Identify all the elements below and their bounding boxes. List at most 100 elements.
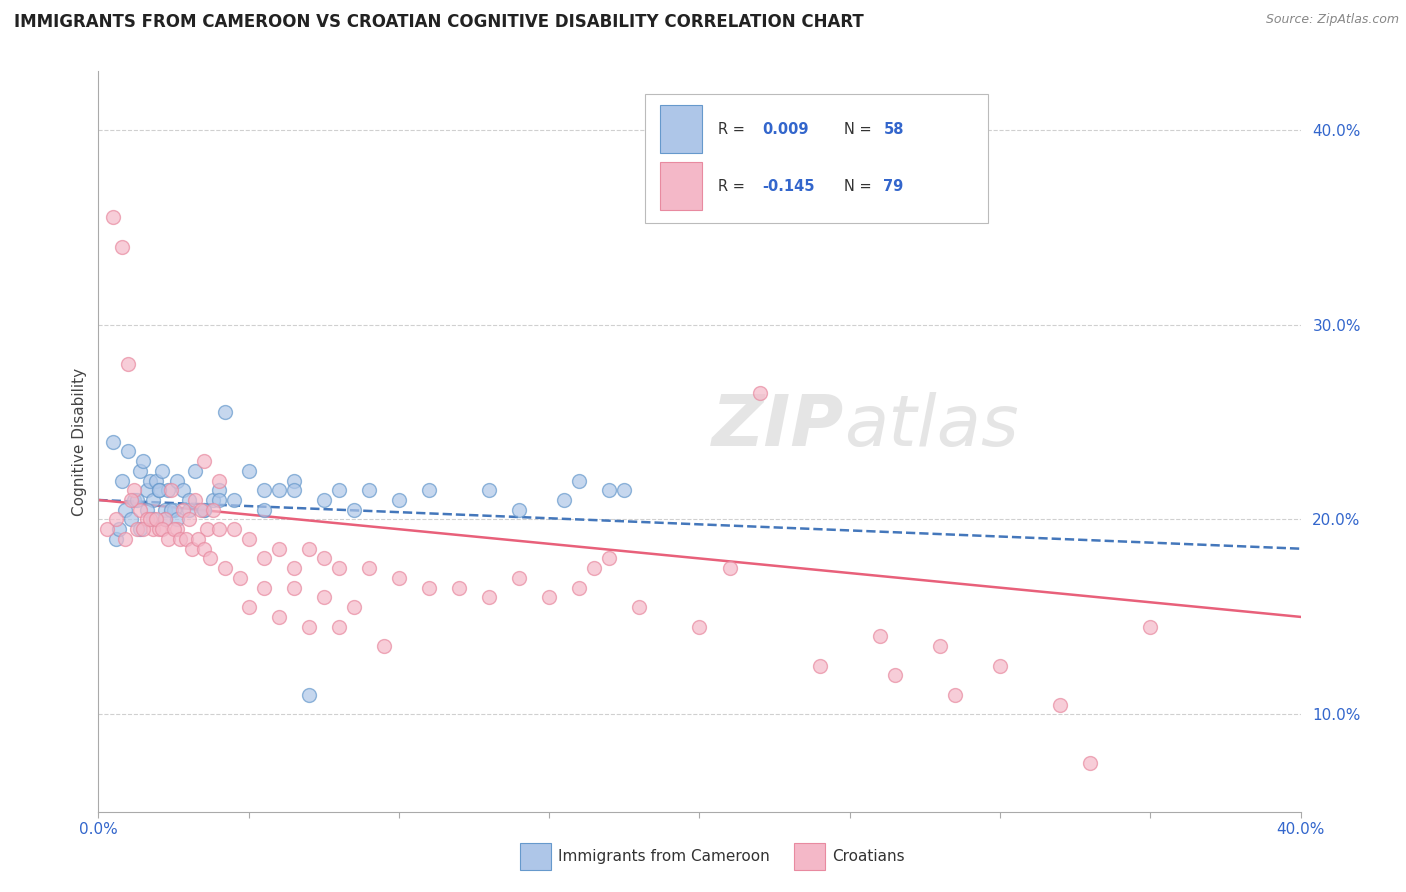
Point	[312, 551, 335, 566]
Point	[538, 591, 561, 605]
Point	[343, 600, 366, 615]
Point	[169, 532, 191, 546]
Text: 58: 58	[883, 121, 904, 136]
Point	[418, 483, 440, 498]
Point	[195, 522, 218, 536]
Point	[105, 532, 128, 546]
Text: -0.145: -0.145	[762, 178, 814, 194]
Point	[114, 502, 136, 516]
Point	[298, 541, 321, 556]
Point	[447, 581, 470, 595]
Point	[108, 522, 131, 536]
Point	[718, 561, 741, 575]
Point	[1139, 619, 1161, 633]
Point	[135, 512, 157, 526]
Text: atlas: atlas	[844, 392, 1018, 461]
Point	[129, 464, 152, 478]
Point	[193, 541, 215, 556]
Point	[132, 454, 155, 468]
Point	[478, 591, 501, 605]
Point	[153, 512, 176, 526]
Point	[283, 474, 305, 488]
Point	[238, 532, 260, 546]
Point	[193, 454, 215, 468]
Point	[187, 532, 209, 546]
Point	[208, 522, 231, 536]
Point	[129, 502, 152, 516]
Point	[96, 522, 118, 536]
Point	[114, 532, 136, 546]
Point	[141, 493, 163, 508]
Point	[357, 483, 380, 498]
Point	[177, 493, 200, 508]
Point	[172, 502, 194, 516]
Point	[283, 483, 305, 498]
Point	[117, 444, 139, 458]
Point	[253, 502, 276, 516]
Text: Source: ZipAtlas.com: Source: ZipAtlas.com	[1265, 13, 1399, 27]
Point	[228, 571, 250, 585]
Point	[214, 561, 236, 575]
Point	[267, 610, 290, 624]
Point	[328, 561, 350, 575]
Point	[283, 581, 305, 595]
Point	[183, 464, 205, 478]
Point	[135, 483, 157, 498]
Point	[688, 619, 710, 633]
Point	[808, 658, 831, 673]
Point	[103, 434, 125, 449]
Point	[135, 502, 157, 516]
Point	[508, 502, 530, 516]
Text: IMMIGRANTS FROM CAMEROON VS CROATIAN COGNITIVE DISABILITY CORRELATION CHART: IMMIGRANTS FROM CAMEROON VS CROATIAN COG…	[14, 13, 863, 31]
Point	[198, 551, 221, 566]
Point	[328, 483, 350, 498]
Text: N =: N =	[844, 121, 876, 136]
Point	[172, 483, 194, 498]
Text: R =: R =	[717, 178, 749, 194]
Point	[124, 483, 146, 498]
Point	[357, 561, 380, 575]
Point	[238, 464, 260, 478]
Point	[177, 512, 200, 526]
Point	[869, 629, 891, 643]
Point	[174, 532, 197, 546]
Point	[153, 502, 176, 516]
Point	[208, 474, 231, 488]
Point	[103, 211, 125, 225]
Point	[312, 591, 335, 605]
Point	[568, 474, 591, 488]
Point	[283, 561, 305, 575]
Point	[1078, 756, 1101, 770]
Point	[166, 522, 188, 536]
Point	[129, 522, 152, 536]
Point	[127, 522, 149, 536]
Point	[373, 639, 395, 653]
Point	[988, 658, 1011, 673]
Point	[222, 493, 245, 508]
Point	[132, 522, 155, 536]
Bar	[659, 162, 702, 211]
Point	[162, 502, 184, 516]
Point	[883, 668, 905, 682]
Point	[253, 581, 276, 595]
Point	[180, 541, 202, 556]
Point	[748, 385, 770, 400]
Point	[328, 619, 350, 633]
Point	[148, 483, 170, 498]
Point	[166, 474, 188, 488]
FancyBboxPatch shape	[645, 94, 988, 223]
Point	[141, 522, 163, 536]
Point	[214, 405, 236, 419]
Point	[253, 551, 276, 566]
Point	[127, 493, 149, 508]
Point	[222, 522, 245, 536]
Point	[156, 483, 179, 498]
Point	[418, 581, 440, 595]
Point	[105, 512, 128, 526]
Point	[628, 600, 651, 615]
Point	[388, 493, 411, 508]
Point	[138, 512, 160, 526]
Text: N =: N =	[844, 178, 876, 194]
Point	[929, 639, 952, 653]
Point	[159, 502, 181, 516]
